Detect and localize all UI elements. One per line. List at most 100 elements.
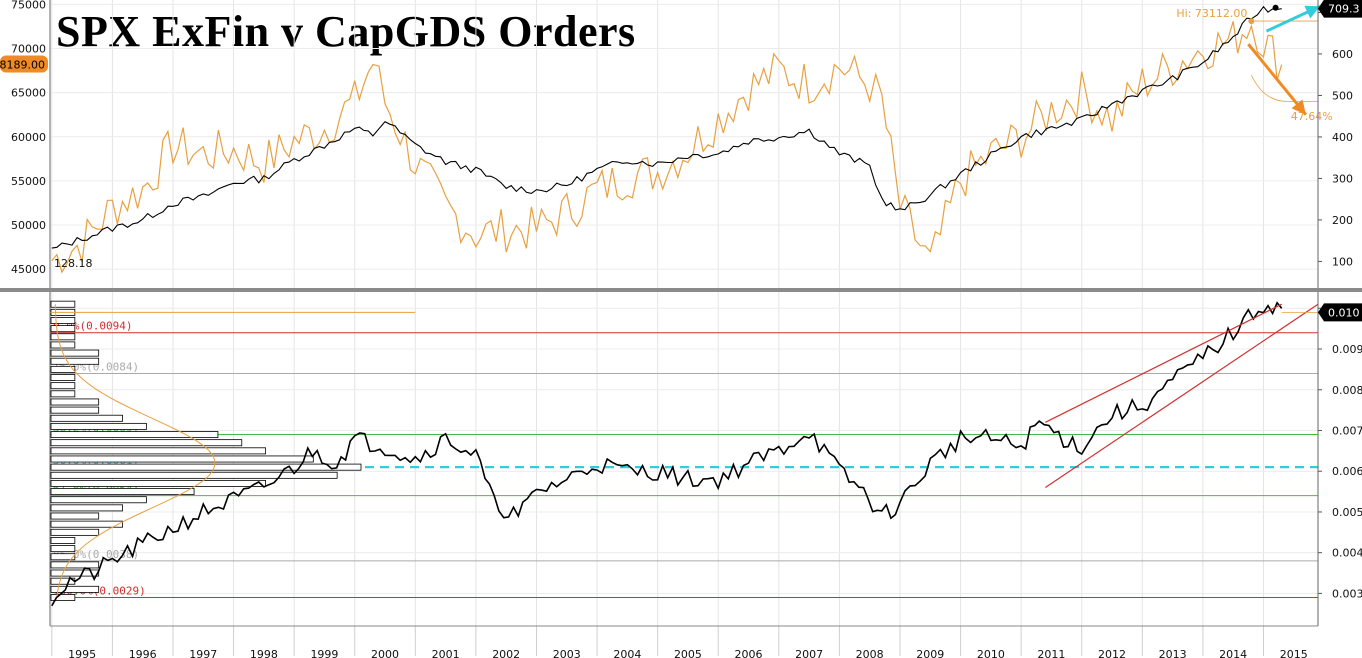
channel-lower-line — [1045, 303, 1319, 489]
profile-curve — [54, 304, 216, 598]
y-right-tick-label: 0.003 — [1332, 587, 1362, 600]
y-right-tick-label: 0.006 — [1332, 465, 1362, 478]
x-tick-label: 1999 — [310, 648, 338, 658]
y-right-tick-label: 200 — [1332, 214, 1353, 227]
x-tick-label: 2005 — [674, 648, 702, 658]
volume-profile-bar — [50, 447, 267, 455]
x-tick-label: 2004 — [613, 648, 641, 658]
chart-title: SPX ExFin v CapGDS Orders — [56, 7, 636, 56]
y-right-tick-label: 0.009 — [1332, 343, 1362, 356]
volume-profile-bar — [50, 585, 100, 593]
y-right-tick-label: 600 — [1332, 48, 1353, 61]
capgds-orders-line — [51, 21, 1283, 274]
volume-profile-bar — [50, 512, 100, 520]
volume-profile-bar — [50, 300, 76, 308]
capgds-down-arrow — [1247, 43, 1308, 116]
volume-profile-bar — [50, 406, 100, 414]
volume-profile-bar — [50, 414, 123, 422]
ratio-current-badge — [1318, 303, 1362, 322]
panel-divider — [0, 288, 1362, 292]
volume-profile-bar — [50, 594, 76, 601]
ratio-line — [51, 301, 1283, 607]
channel-upper-line — [1045, 303, 1282, 423]
right-current-badge-text: 709.3 — [1328, 3, 1360, 16]
y-left-tick-label: 60000 — [11, 131, 46, 144]
y-left-tick-label: 65000 — [11, 87, 46, 100]
volume-profile-bar — [50, 528, 100, 536]
volume-profile-bar — [50, 422, 147, 430]
volume-profile-bar — [50, 455, 314, 463]
y-left-tick-label: 50000 — [11, 219, 46, 232]
volume-profile-bar — [50, 431, 219, 439]
right-current-badge — [1318, 0, 1362, 18]
lower-panel: 0.0%(0.0094)16.0%(0.0084)38.2%(0.0069)50… — [50, 300, 1319, 607]
volume-profile-bar — [50, 463, 362, 471]
x-tick-label: 2011 — [1037, 648, 1065, 658]
x-tick-label: 2012 — [1098, 648, 1126, 658]
volume-profile-bar — [50, 545, 76, 553]
x-tick-label: 2003 — [553, 648, 581, 658]
y-left-tick-label: 45000 — [11, 263, 46, 276]
volume-profile-bar — [50, 365, 76, 373]
volume-profile-bar — [50, 488, 195, 496]
grid — [50, 0, 1318, 626]
spx-hi-marker — [1272, 4, 1279, 11]
capgds-pct-label: 47.64% — [1291, 110, 1333, 123]
y-right-tick-label: 300 — [1332, 172, 1353, 185]
x-tick-label: 2015 — [1280, 648, 1308, 658]
x-tick-label: 2001 — [432, 648, 460, 658]
volume-profile-bar — [50, 553, 76, 561]
volume-profile-bar — [50, 341, 76, 349]
volume-profile-bar — [50, 496, 147, 504]
capgds-down-arrow-head — [1291, 99, 1306, 115]
x-tick-label: 2009 — [916, 648, 944, 658]
volume-profile-bar — [50, 333, 76, 341]
upper-panel: Hi: 73112.00Hi: 709.39431.87%47.64%128.1… — [51, 4, 1333, 274]
spx-up-arrow-head — [1304, 5, 1320, 19]
volume-profile-bar — [50, 479, 267, 487]
volume-profile-bar — [50, 537, 76, 544]
x-tick-label: 2007 — [795, 648, 823, 658]
volume-profile-bar — [50, 520, 123, 528]
volume-profile-bar — [50, 374, 76, 381]
x-tick-label: 1995 — [68, 648, 96, 658]
y-left-tick-label: 70000 — [11, 43, 46, 56]
volume-profile-bar — [50, 325, 76, 333]
spx-low-label: 128.18 — [54, 257, 93, 270]
x-tick-label: 2014 — [1219, 648, 1247, 658]
y-left-tick-label: 75000 — [11, 0, 46, 11]
x-tick-label: 2000 — [371, 648, 399, 658]
y-right-tick-label: 400 — [1332, 131, 1353, 144]
volume-profile-bar — [50, 357, 100, 365]
volume-profile-bar — [50, 382, 76, 390]
volume-profile-bar — [50, 439, 243, 447]
volume-profile-bar — [50, 569, 100, 577]
capgds-drawdown-line — [1250, 74, 1318, 102]
x-tick-label: 2006 — [735, 648, 763, 658]
y-right-tick-label: 0.005 — [1332, 506, 1362, 519]
volume-profile-bar — [50, 390, 76, 398]
ratio-current-badge-text: 0.010 — [1328, 306, 1360, 319]
y-right-tick-label: 0.007 — [1332, 424, 1362, 437]
left-current-badge-text: 68189.00 — [0, 59, 45, 72]
y-left-tick-label: 55000 — [11, 175, 46, 188]
x-tick-label: 1996 — [129, 648, 157, 658]
capgds-hi-marker — [1248, 18, 1255, 25]
left-current-badge — [0, 55, 48, 73]
capgds-hi-label: Hi: 73112.00 — [1176, 7, 1247, 20]
volume-profile-bar — [50, 504, 123, 512]
volume-profile-bar — [50, 317, 76, 324]
y-right-tick-label: 0.008 — [1332, 384, 1362, 397]
x-tick-label: 2010 — [977, 648, 1005, 658]
x-tick-label: 1997 — [189, 648, 217, 658]
volume-profile-bar — [50, 398, 100, 406]
volume-profile-bar — [50, 349, 100, 357]
x-tick-label: 2008 — [856, 648, 884, 658]
x-tick-label: 2013 — [1159, 648, 1187, 658]
y-right-tick-label: 0.004 — [1332, 547, 1362, 560]
x-tick-label: 1998 — [250, 648, 278, 658]
x-tick-label: 2002 — [492, 648, 520, 658]
y-right-tick-label: 500 — [1332, 89, 1353, 102]
